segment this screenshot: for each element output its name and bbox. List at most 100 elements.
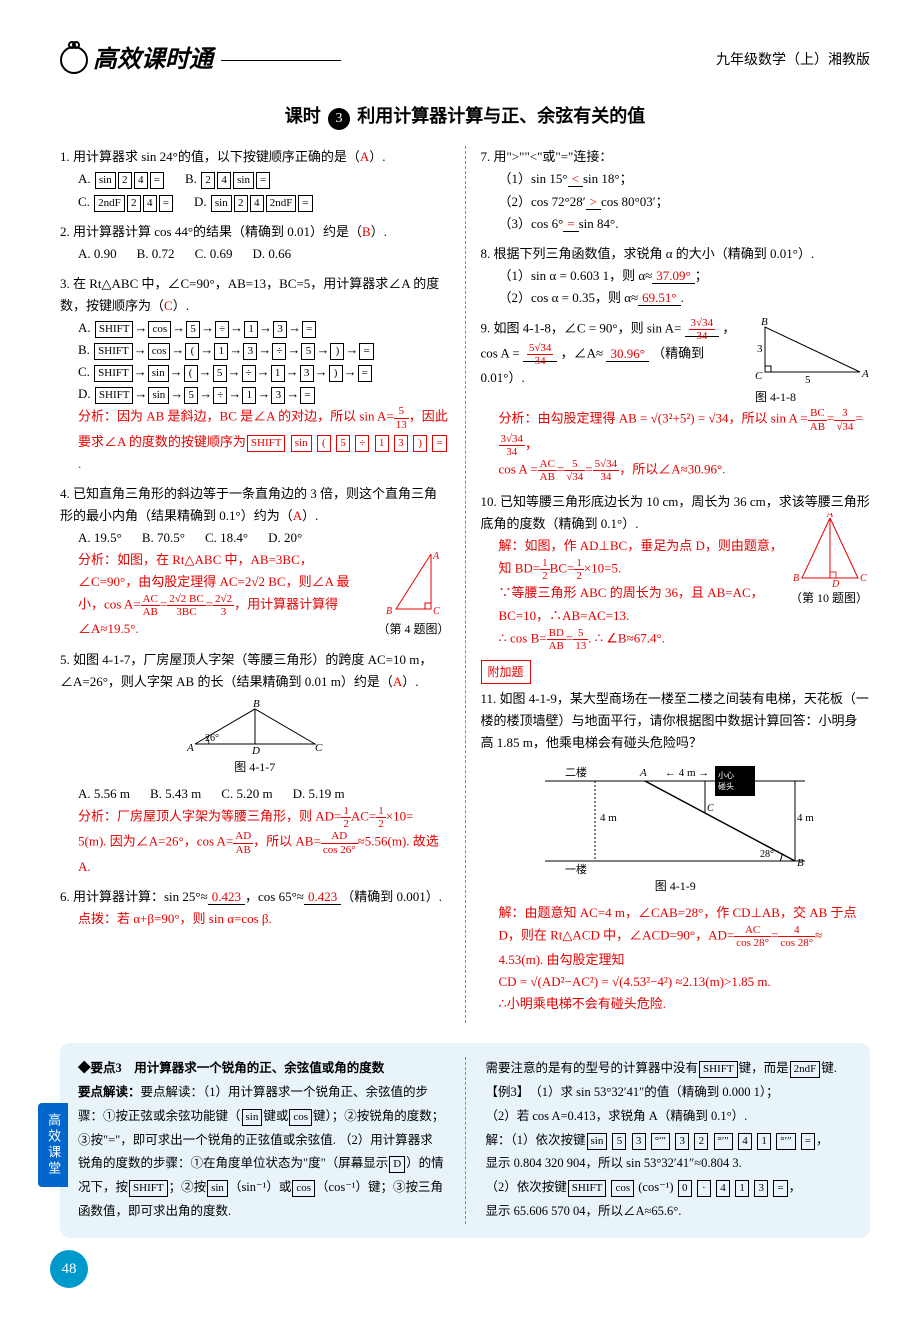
isoceles-triangle-icon: A B D C	[790, 513, 870, 588]
q10-figure: A B D C （第 10 题图）	[790, 513, 870, 608]
q1-answer: A	[360, 149, 369, 164]
example-3-2: （2）若 cos A=0.413，求锐角 A（精确到 0.1°）.	[486, 1105, 853, 1129]
q8-1: （1）sin α = 0.603 1，则 α≈37.09°；	[481, 265, 871, 287]
q1-stem: 1. 用计算器求 sin 24°的值，以下按键顺序正确的是（	[60, 149, 360, 164]
question-5: 5. 如图 4-1-7，厂房屋顶人字架（等腰三角形）的跨度 AC=10 m，∠A…	[60, 649, 450, 878]
q11-figure: 二楼 一楼 A B C ← 4 m → 4 m 4 m 28° 小心 碰头	[481, 761, 871, 896]
svg-text:C: C	[315, 742, 323, 754]
q2-opt-a: A. 0.90	[78, 243, 117, 265]
q4-opt-a: A. 19.5°	[78, 527, 122, 549]
grade-info: 九年级数学（上）湘教版	[716, 49, 870, 73]
q6-answer1: 0.423	[208, 889, 245, 905]
q4-opt-c: C. 18.4°	[205, 527, 248, 549]
q2-opt-d: D. 0.66	[252, 243, 291, 265]
solution-2-result: 显示 65.606 570 04，所以∠A≈65.6°.	[486, 1200, 853, 1224]
q5-figure: B A D C 26° 图 4-1-7	[60, 699, 450, 777]
box-right: 需要注意的是有的型号的计算器中没有SHIFT键，而是2ndF键. 【例3】 （1…	[486, 1057, 853, 1223]
svg-text:B: B	[386, 606, 392, 617]
q9-analysis: 分析：由勾股定理得 AB = √(3²+5²) = √34，所以 sin A =…	[481, 407, 871, 483]
q2-answer: B	[362, 224, 371, 239]
svg-text:一楼: 一楼	[565, 862, 587, 876]
svg-text:B: B	[797, 857, 804, 869]
q3-analysis: 分析：因为 AB 是斜边，BC 是∠A 的对边，所以 sin A=513，因此要…	[60, 405, 450, 474]
q6-answer2: 0.423	[304, 889, 341, 905]
svg-text:二楼: 二楼	[565, 765, 587, 779]
q3-opt-d: D. SHIFT→sin→5→÷→1→3→=	[60, 383, 450, 405]
q9-figure: B C A 3 5 图 4-1-8	[755, 317, 870, 407]
svg-text:B: B	[253, 699, 260, 710]
left-column: 1. 用计算器求 sin 24°的值，以下按键顺序正确的是（A）. A. sin…	[60, 146, 450, 1023]
svg-text:A: A	[639, 767, 647, 779]
question-2: 2. 用计算器计算 cos 44°的结果（精确到 0.01）约是（B）. A. …	[60, 221, 450, 265]
content-columns: 1. 用计算器求 sin 24°的值，以下按键顺序正确的是（A）. A. sin…	[60, 146, 870, 1023]
svg-text:C: C	[433, 606, 440, 617]
q4-opt-b: B. 70.5°	[142, 527, 185, 549]
q3-opt-a: A. SHIFT→cos→5→÷→1→3→=	[60, 317, 450, 339]
svg-text:碰头: 碰头	[718, 781, 734, 791]
svg-text:28°: 28°	[760, 849, 774, 860]
header-left: 高效课时通	[60, 40, 341, 81]
q4-answer: A	[293, 508, 302, 523]
question-9: B C A 3 5 图 4-1-8 9. 如图 4-1-8，∠C = 90°，则…	[481, 317, 871, 483]
page-header: 高效课时通 九年级数学（上）湘教版	[60, 40, 870, 81]
bonus-tag: 附加题	[481, 660, 531, 684]
svg-text:C: C	[707, 803, 714, 814]
q7-1: （1）sin 15°<sin 18°；	[481, 168, 871, 190]
q7-2: （2）cos 72°28′>cos 80°03′；	[481, 191, 871, 213]
right-column: 7. 用">""<"或"="连接： （1）sin 15°<sin 18°； （2…	[481, 146, 871, 1023]
svg-text:C: C	[860, 573, 867, 584]
q2-stem: 2. 用计算器计算 cos 44°的结果（精确到 0.01）约是（	[60, 224, 362, 239]
q8-2: （2）cos α = 0.35，则 α≈69.51°.	[481, 287, 871, 309]
q2-opt-c: C. 0.69	[195, 243, 233, 265]
q11-stem: 11. 如图 4-1-9，某大型商场在一楼至二楼之间装有电梯，天花板（一楼的楼顶…	[481, 691, 869, 750]
clock-icon	[60, 46, 88, 74]
question-10: 10. 已知等腰三角形底边长为 10 cm，周长为 36 cm，求该等腰三角形底…	[481, 491, 871, 652]
q5-opt-c: C. 5.20 m	[221, 783, 272, 805]
svg-text:3: 3	[757, 343, 763, 355]
box-note: 需要注意的是有的型号的计算器中没有SHIFT键，而是2ndF键.	[486, 1057, 853, 1081]
svg-text:D: D	[831, 579, 840, 588]
svg-text:4 m: 4 m	[797, 812, 814, 824]
key-points-box: 高效课堂 ◆要点3 用计算器求一个锐角的正、余弦值或角的度数 要点解读：要点解读…	[60, 1043, 870, 1237]
page: 高效课时通 九年级数学（上）湘教版 课时 3 利用计算器计算与正、余弦有关的值 …	[0, 0, 920, 1318]
svg-text:C: C	[755, 370, 763, 382]
right-triangle-icon: B C A 3 5	[755, 317, 870, 387]
q2-opt-b: B. 0.72	[137, 243, 175, 265]
column-divider	[465, 146, 466, 1023]
q6-tip: 点拨：若 α+β=90°，则 sin α=cos β.	[60, 908, 450, 930]
q7-3: （3）cos 6°=sin 84°.	[481, 213, 871, 235]
triangle-icon: A B C	[386, 549, 441, 619]
page-number: 48	[50, 1250, 88, 1288]
svg-text:小心: 小心	[718, 771, 734, 780]
box-heading: ◆要点3 用计算器求一个锐角的正、余弦值或角的度数	[78, 1057, 445, 1081]
q1-opt-b: B. 24sin=	[185, 168, 271, 190]
q5-stem: 5. 如图 4-1-7，厂房屋顶人字架（等腰三角形）的跨度 AC=10 m，∠A…	[60, 652, 432, 689]
q1-opt-a: A. sin24=	[78, 168, 165, 190]
escalator-icon: 二楼 一楼 A B C ← 4 m → 4 m 4 m 28° 小心 碰头	[535, 761, 815, 876]
q9-answer2: 5√3434	[523, 346, 558, 362]
q7-stem: 7. 用">""<"或"="连接：	[481, 149, 613, 164]
q1-opt-c: C. 2ndF24=	[78, 191, 174, 213]
q4-opt-d: D. 20°	[268, 527, 302, 549]
question-3: 3. 在 Rt△ABC 中，∠C=90°，AB=13，BC=5，用计算器求∠A …	[60, 273, 450, 475]
svg-text:A: A	[186, 742, 194, 754]
q3-answer: C	[164, 298, 173, 313]
svg-text:B: B	[793, 573, 799, 584]
side-tab: 高效课堂	[38, 1103, 68, 1187]
question-6: 6. 用计算器计算：sin 25°≈0.423，cos 65°≈0.423（精确…	[60, 886, 450, 930]
q5-opt-b: B. 5.43 m	[150, 783, 201, 805]
title-main: 利用计算器计算与正、余弦有关的值	[357, 106, 645, 126]
q6-stem: 6. 用计算器计算：sin 25°≈	[60, 889, 208, 904]
question-1: 1. 用计算器求 sin 24°的值，以下按键顺序正确的是（A）. A. sin…	[60, 146, 450, 212]
book-title: 高效课时通	[93, 40, 213, 81]
question-7: 7. 用">""<"或"="连接： （1）sin 15°<sin 18°； （2…	[481, 146, 871, 234]
svg-text:A: A	[861, 368, 869, 380]
q9-answer1: 3√3434	[685, 321, 720, 337]
box-paragraph: 要点解读：要点解读：（1）用计算器求一个锐角正、余弦值的步骤：①按正弦或余弦功能…	[78, 1081, 445, 1224]
example-3-1: 【例3】 （1）求 sin 53°32′41″的值（精确到 0.000 1）；	[486, 1081, 853, 1105]
roof-truss-icon: B A D C 26°	[175, 699, 335, 757]
svg-text:A: A	[826, 513, 834, 520]
svg-text:26°: 26°	[205, 733, 219, 744]
lesson-number-icon: 3	[328, 108, 350, 130]
question-8: 8. 根据下列三角函数值，求锐角 α 的大小（精确到 0.01°）. （1）si…	[481, 243, 871, 309]
